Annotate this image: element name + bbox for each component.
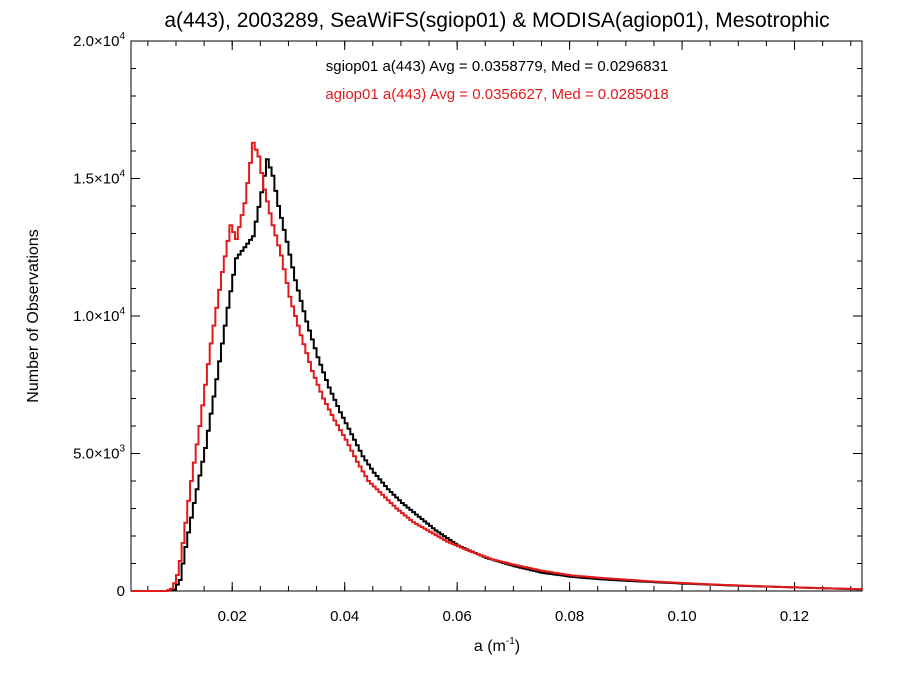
y-tick-label-mantissa: 0: [117, 583, 125, 600]
y-tick-label-mantissa: 5.0×10: [73, 446, 119, 463]
plot-frame: [130, 40, 863, 592]
y-tick-label: 2.0×104: [73, 31, 125, 50]
x-tick-label: 0.10: [667, 608, 696, 625]
y-tick-label-exponent: 4: [119, 169, 125, 180]
y-tick-label-exponent: 3: [119, 444, 125, 455]
y-tick-label-exponent: 4: [119, 306, 125, 317]
y-tick-label: 1.0×104: [73, 306, 125, 325]
y-tick-label-exponent: 4: [119, 31, 125, 42]
y-tick-label: 1.5×104: [73, 169, 125, 188]
legend-entry-agiop01: agiop01 a(443) Avg = 0.0356627, Med = 0.…: [325, 86, 668, 103]
y-tick-label-mantissa: 1.5×10: [73, 171, 119, 188]
y-axis-label: Number of Observations: [25, 229, 42, 402]
series-line-agiop01: [131, 141, 863, 592]
x-tick-label: 0.12: [780, 608, 809, 625]
x-tick-label: 0.08: [555, 608, 584, 625]
x-tick-label: 0.06: [443, 608, 472, 625]
y-tick-label: 0: [117, 583, 125, 600]
y-tick-label-mantissa: 1.0×10: [73, 308, 119, 325]
y-tick-label: 5.0×103: [73, 444, 125, 463]
legend-entry-sgiop01: sgiop01 a(443) Avg = 0.0358779, Med = 0.…: [326, 58, 669, 75]
axis-ticks: 0.02 0.04 0.06 0.08 0.10 0.1205.0×1031.0×1041…: [73, 31, 862, 625]
x-axis-label-main: a (m: [474, 638, 506, 655]
chart-title: a(443), 2003289, SeaWiFS(sgiop01) & MODI…: [164, 9, 829, 32]
series-layer: [131, 141, 863, 592]
plot-axes: [130, 40, 863, 592]
y-tick-label-mantissa: 2.0×10: [73, 33, 119, 50]
x-axis-label-end: ): [515, 638, 520, 655]
x-axis-label: a (m-1): [474, 636, 520, 655]
x-tick-label: 0.02: [218, 608, 247, 625]
x-tick-label: 0.04: [330, 608, 359, 625]
x-axis-label-sup: -1: [506, 636, 515, 647]
